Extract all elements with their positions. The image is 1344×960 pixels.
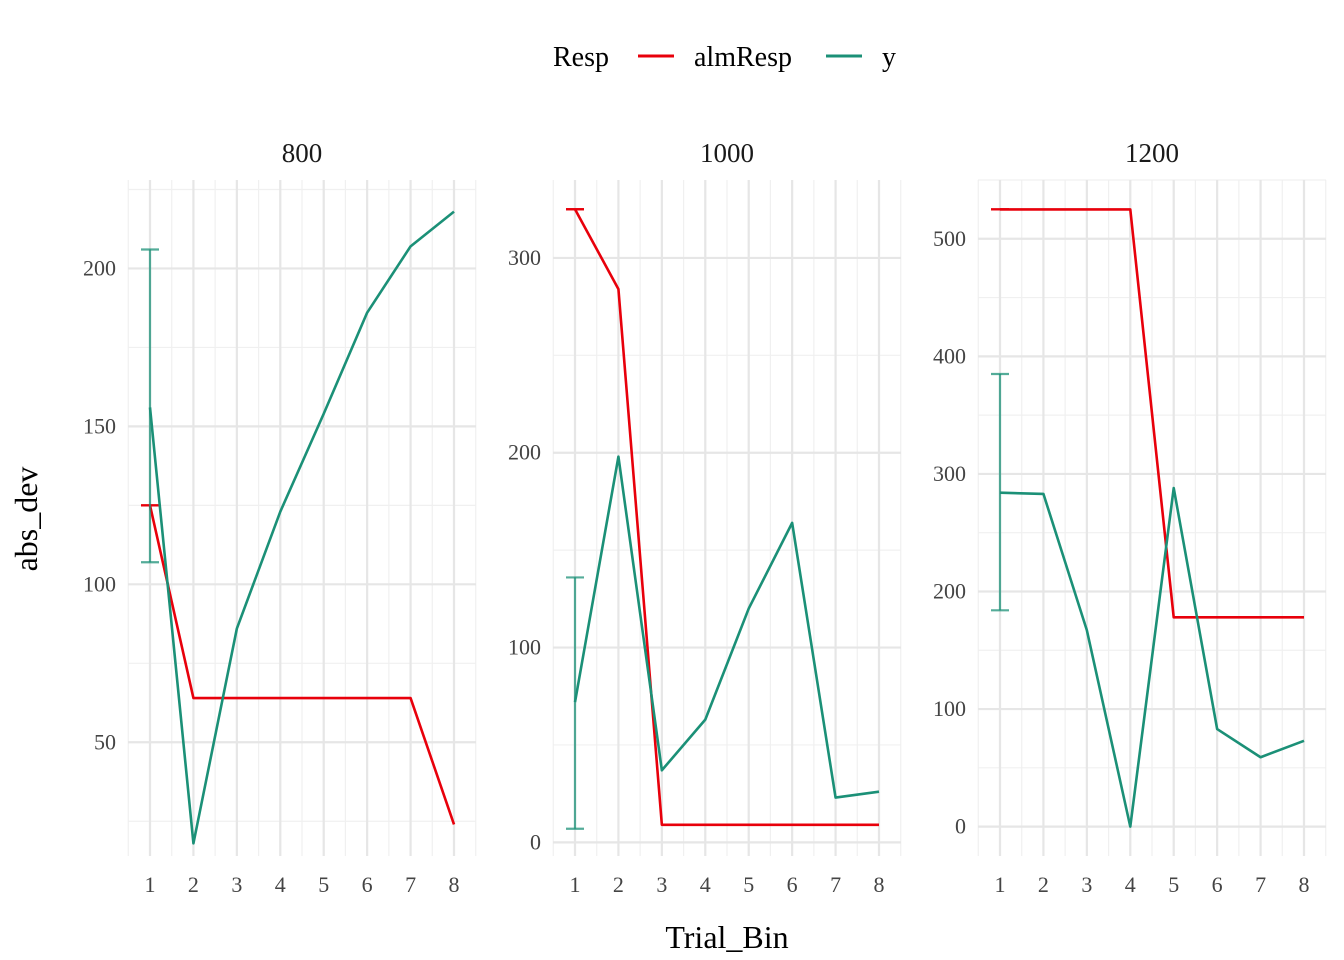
x-tick-label: 5 [318,872,329,897]
y-tick-label: 100 [508,635,541,660]
y-tick-label: 400 [933,343,966,368]
series-line [573,208,879,827]
x-tick-label: 5 [1168,872,1179,897]
error-bar [566,576,584,830]
x-tick-label: 8 [874,872,885,897]
x-axis-title: Trial_Bin [665,919,788,955]
x-tick-label: 1 [145,872,156,897]
x-tick-label: 8 [449,872,460,897]
y-tick-label: 300 [508,245,541,270]
x-tick-label: 6 [787,872,798,897]
series-almresp [991,208,1304,619]
facet-label: 800 [282,138,323,168]
error-bar [991,372,1009,612]
legend-label-almresp: almResp [694,42,792,73]
y-tick-label: 150 [83,413,116,438]
y-tick-label: 500 [933,226,966,251]
series-line [1000,208,1304,619]
x-tick-label: 2 [188,872,199,897]
series-y [991,372,1305,828]
x-tick-label: 3 [231,872,242,897]
x-tick-label: 1 [570,872,581,897]
x-tick-label: 7 [830,872,841,897]
x-tick-label: 3 [656,872,667,897]
x-tick-label: 8 [1299,872,1310,897]
panel-1000: 1000 0 100 200 300 1 2 3 4 5 6 7 8 [508,138,902,897]
x-tick-label: 4 [1125,872,1136,897]
error-bar [141,248,159,564]
y-tick-label: 200 [508,440,541,465]
x-tick-label: 3 [1081,872,1092,897]
x-tick-label: 4 [275,872,286,897]
series-almresp [566,208,879,827]
x-tick-label: 6 [1212,872,1223,897]
legend-title: Resp [553,42,609,73]
x-tick-label: 4 [700,872,711,897]
legend: Resp almResp y [553,42,896,73]
x-tick-label: 7 [1255,872,1266,897]
y-tick-label: 50 [94,729,116,754]
y-tick-label: 100 [933,696,966,721]
y-tick-label: 200 [933,578,966,603]
y-tick-label: 0 [530,829,541,854]
series-line [148,505,456,825]
panel-1200: 1200 0 100 200 300 400 500 1 2 3 4 5 6 7 8 [933,138,1327,897]
y-tick-label: 0 [955,814,966,839]
series-line [148,210,455,845]
series-y [141,210,455,845]
x-tick-label: 1 [995,872,1006,897]
legend-label-y: y [882,42,896,73]
facet-label: 1200 [1125,138,1179,168]
y-tick-label: 300 [933,461,966,486]
y-tick-label: 200 [83,255,116,280]
x-tick-label: 2 [613,872,624,897]
y-axis-title: abs_dev [8,467,44,572]
x-tick-label: 7 [405,872,416,897]
series-y [566,455,880,830]
series-line [573,455,880,799]
facet-label: 1000 [700,138,754,168]
panel-800: 800 50 100 150 200 1 2 3 4 5 6 7 8 [83,138,477,897]
x-tick-label: 2 [1038,872,1049,897]
x-tick-label: 6 [362,872,373,897]
y-tick-label: 100 [83,571,116,596]
x-tick-label: 5 [743,872,754,897]
series-line [999,486,1305,828]
